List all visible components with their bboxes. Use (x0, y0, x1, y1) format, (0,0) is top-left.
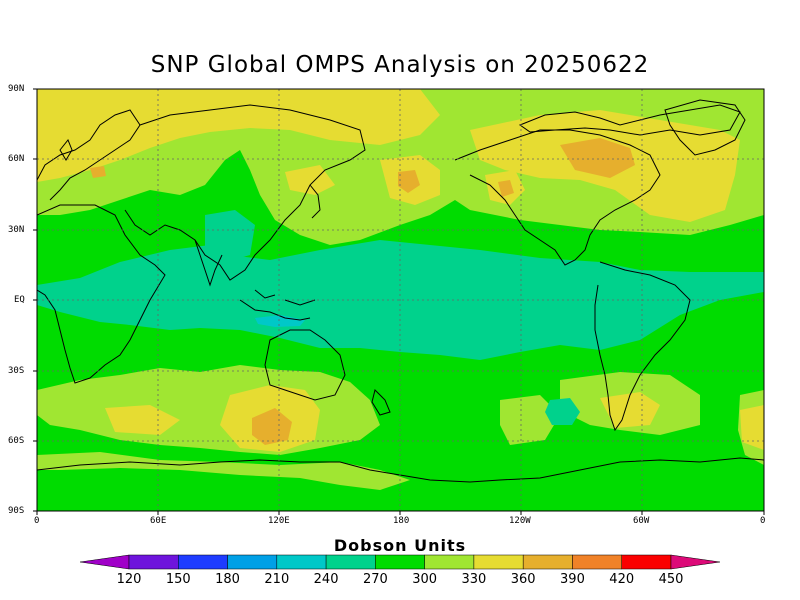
asia-coast (124, 104, 366, 281)
colorbar-segment (522, 554, 573, 570)
colorbar-segment (572, 554, 622, 570)
colorbar-segment (424, 554, 475, 570)
greenland-coast (664, 99, 746, 156)
colorbar-segment (227, 554, 278, 570)
uk-coast (59, 139, 73, 161)
antarctica-coast (37, 457, 764, 483)
field-360-southamerica (600, 392, 660, 428)
colorbar-segment (473, 554, 524, 570)
field-390-canada (560, 138, 635, 178)
colorbar-label: 390 (560, 572, 585, 587)
field-270-south (545, 398, 580, 425)
lon-label-180: 180 (393, 516, 410, 526)
indonesia-coast (239, 289, 316, 321)
field-360-southatl (740, 405, 764, 450)
colorbar-label: 360 (510, 572, 536, 587)
lon-label-60e: 60E (150, 516, 167, 526)
colorbar (79, 554, 721, 570)
map-title: SNP Global OMPS Analysis on 20250622 (150, 52, 650, 78)
field-330-south-c (500, 395, 560, 445)
lat-label-60n: 60N (8, 154, 25, 164)
field-390-pacific2 (498, 180, 514, 197)
india-coast (194, 239, 223, 287)
colorbar-label: 300 (412, 572, 438, 587)
ozone-field (37, 89, 764, 511)
lat-label-30n: 30N (8, 225, 25, 235)
nz-coast (371, 389, 391, 416)
field-360-indian (105, 405, 180, 435)
colorbar-segment (325, 554, 376, 570)
colorbar-arrow-right (670, 554, 721, 570)
africa-coast (37, 204, 166, 384)
field-390-europe (90, 166, 106, 178)
gridlines (37, 89, 764, 511)
field-390-australia (252, 408, 292, 445)
field-390-pacific (398, 170, 420, 193)
colorbar-segment (178, 554, 228, 570)
colorbar-segment (128, 554, 179, 570)
lat-label-90s: 90S (8, 506, 25, 516)
northamerica-coast (454, 129, 661, 266)
southamerica-coast (594, 261, 691, 432)
australia-coast (264, 329, 346, 401)
colorbar-segment (276, 554, 327, 570)
lat-label-30s: 30S (8, 366, 25, 376)
lon-label-0-right: 0 (760, 516, 766, 526)
colorbar-segment (621, 554, 672, 570)
colorbar-segment (375, 554, 425, 570)
colorbar-title: Dobson Units (333, 536, 467, 555)
field-330-antarctic (37, 452, 410, 490)
colorbar-label: 120 (116, 572, 142, 587)
lat-label-90n: 90N (8, 84, 25, 94)
tick-marks (33, 88, 765, 515)
colorbar-label: 270 (362, 572, 388, 587)
colorbar-label: 180 (215, 572, 240, 587)
lon-label-120e: 120E (268, 516, 290, 526)
field-270-tropics (37, 240, 764, 360)
coastlines (37, 99, 764, 483)
japan-coast (309, 184, 321, 219)
colorbar-label: 150 (165, 572, 191, 587)
field-360-northpole (37, 89, 440, 182)
colorbar-label: 210 (264, 572, 290, 587)
colorbar-label: 420 (609, 572, 635, 587)
colorbar-label: 240 (313, 572, 339, 587)
colorbar-arrow-left (79, 554, 130, 570)
lat-label-60s: 60S (8, 436, 25, 446)
field-240-indonesia (255, 315, 305, 327)
lon-label-120w: 120W (509, 516, 531, 526)
colorbar-label: 330 (461, 572, 487, 587)
lat-label-eq: EQ (14, 295, 25, 305)
lon-label-60w: 60W (633, 516, 650, 526)
field-270-asia (205, 210, 255, 262)
lon-label-0: 0 (34, 516, 40, 526)
colorbar-label: 450 (658, 572, 684, 587)
europe-coast (37, 109, 141, 201)
